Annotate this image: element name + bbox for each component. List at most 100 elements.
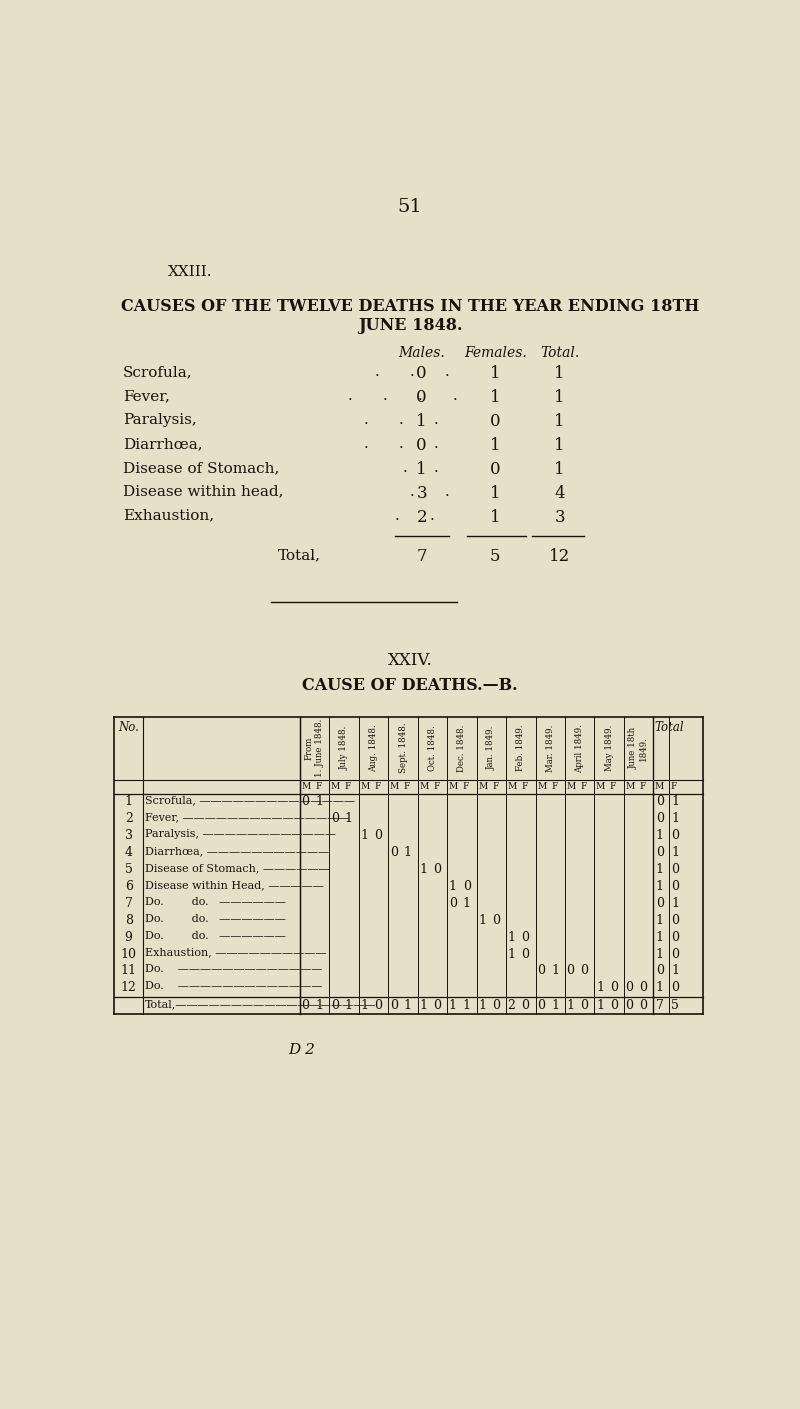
- Text: 1: 1: [554, 461, 565, 478]
- Text: Diarrhœa, ———————————: Diarrhœa, ———————————: [145, 845, 329, 855]
- Text: M: M: [419, 782, 429, 790]
- Text: .: .: [402, 461, 407, 475]
- Text: 2: 2: [125, 812, 133, 826]
- Text: 1: 1: [671, 795, 679, 809]
- Text: 0: 0: [492, 999, 500, 1012]
- Text: F: F: [345, 782, 351, 790]
- Text: 1: 1: [462, 896, 470, 910]
- Text: 12: 12: [549, 548, 570, 565]
- Text: 0: 0: [416, 437, 427, 454]
- Text: 1: 1: [345, 812, 353, 826]
- Text: 1: 1: [490, 485, 501, 502]
- Text: F: F: [434, 782, 440, 790]
- Text: .: .: [410, 485, 414, 499]
- Text: 0: 0: [434, 862, 442, 876]
- Text: .: .: [363, 437, 368, 451]
- Text: 1: 1: [462, 999, 470, 1012]
- Text: 1: 1: [508, 930, 516, 944]
- Text: M: M: [478, 782, 487, 790]
- Text: June 18th
1849.: June 18th 1849.: [629, 727, 648, 769]
- Text: F: F: [374, 782, 381, 790]
- Text: XXIII.: XXIII.: [168, 265, 213, 279]
- Text: 0: 0: [522, 947, 530, 961]
- Text: 0: 0: [671, 879, 679, 893]
- Text: 1: 1: [551, 999, 559, 1012]
- Text: 1: 1: [315, 999, 323, 1012]
- Text: Jan. 1849.: Jan. 1849.: [487, 726, 496, 771]
- Text: 7: 7: [656, 999, 663, 1012]
- Text: 1: 1: [449, 999, 457, 1012]
- Text: 1: 1: [656, 879, 664, 893]
- Text: 1: 1: [361, 999, 369, 1012]
- Text: Diarrhœa,: Diarrhœa,: [123, 437, 203, 451]
- Text: 1: 1: [125, 795, 133, 809]
- Text: Aug. 1848.: Aug. 1848.: [369, 724, 378, 772]
- Text: 0: 0: [374, 999, 382, 1012]
- Text: Females.: Females.: [464, 347, 526, 361]
- Text: .: .: [375, 365, 380, 379]
- Text: 1: 1: [361, 828, 369, 843]
- Text: 4: 4: [554, 485, 565, 502]
- Text: 7: 7: [416, 548, 427, 565]
- Text: M: M: [508, 782, 517, 790]
- Text: Paralysis, ————————————: Paralysis, ————————————: [145, 828, 336, 838]
- Text: 1: 1: [508, 947, 516, 961]
- Text: F: F: [551, 782, 558, 790]
- Text: 0: 0: [581, 999, 589, 1012]
- Text: Scrofula, ——————————————: Scrofula, ——————————————: [145, 795, 355, 805]
- Text: XXIV.: XXIV.: [388, 652, 432, 669]
- Text: 8: 8: [125, 913, 133, 927]
- Text: Males.: Males.: [398, 347, 445, 361]
- Text: 1: 1: [416, 461, 427, 478]
- Text: 5: 5: [490, 548, 501, 565]
- Text: 6: 6: [125, 879, 133, 893]
- Text: M: M: [302, 782, 310, 790]
- Text: JUNE 1848.: JUNE 1848.: [358, 317, 462, 334]
- Text: 1: 1: [404, 999, 412, 1012]
- Text: .: .: [445, 365, 450, 379]
- Text: F: F: [462, 782, 469, 790]
- Text: Dec. 1848.: Dec. 1848.: [458, 724, 466, 772]
- Text: April 1849.: April 1849.: [575, 724, 584, 772]
- Text: 0: 0: [390, 845, 398, 859]
- Text: Feb. 1849.: Feb. 1849.: [516, 724, 526, 772]
- Text: 5: 5: [125, 862, 133, 876]
- Text: Exhaustion,: Exhaustion,: [123, 509, 214, 523]
- Text: M: M: [361, 782, 370, 790]
- Text: 0: 0: [656, 812, 664, 826]
- Text: .: .: [453, 389, 458, 403]
- Text: 0: 0: [671, 828, 679, 843]
- Text: 1: 1: [490, 389, 501, 406]
- Text: 1: 1: [449, 879, 457, 893]
- Text: 0: 0: [626, 999, 634, 1012]
- Text: 1: 1: [671, 812, 679, 826]
- Text: 1: 1: [656, 930, 664, 944]
- Text: .: .: [434, 437, 438, 451]
- Text: 1: 1: [566, 999, 574, 1012]
- Text: 0: 0: [522, 999, 530, 1012]
- Text: 0: 0: [656, 795, 664, 809]
- Text: 1: 1: [656, 982, 664, 995]
- Text: Do.    —————————————: Do. —————————————: [145, 965, 322, 975]
- Text: .: .: [434, 461, 438, 475]
- Text: F: F: [404, 782, 410, 790]
- Text: 10: 10: [121, 947, 137, 961]
- Text: 0: 0: [390, 999, 398, 1012]
- Text: Total.: Total.: [540, 347, 579, 361]
- Text: 1: 1: [404, 845, 412, 859]
- Text: .: .: [434, 413, 438, 427]
- Text: 0: 0: [302, 795, 310, 809]
- Text: D 2: D 2: [288, 1043, 315, 1057]
- Text: Mar. 1849.: Mar. 1849.: [546, 724, 554, 772]
- Text: 0: 0: [671, 930, 679, 944]
- Text: Do.        do.   ——————: Do. do. ——————: [145, 930, 286, 941]
- Text: F: F: [581, 782, 587, 790]
- Text: M: M: [537, 782, 546, 790]
- Text: 0: 0: [490, 413, 501, 430]
- Text: M: M: [566, 782, 576, 790]
- Text: Disease within Head, —————: Disease within Head, —————: [145, 879, 324, 890]
- Text: 0: 0: [537, 999, 545, 1012]
- Text: .: .: [418, 389, 422, 403]
- Text: M: M: [655, 782, 664, 790]
- Text: .: .: [398, 413, 403, 427]
